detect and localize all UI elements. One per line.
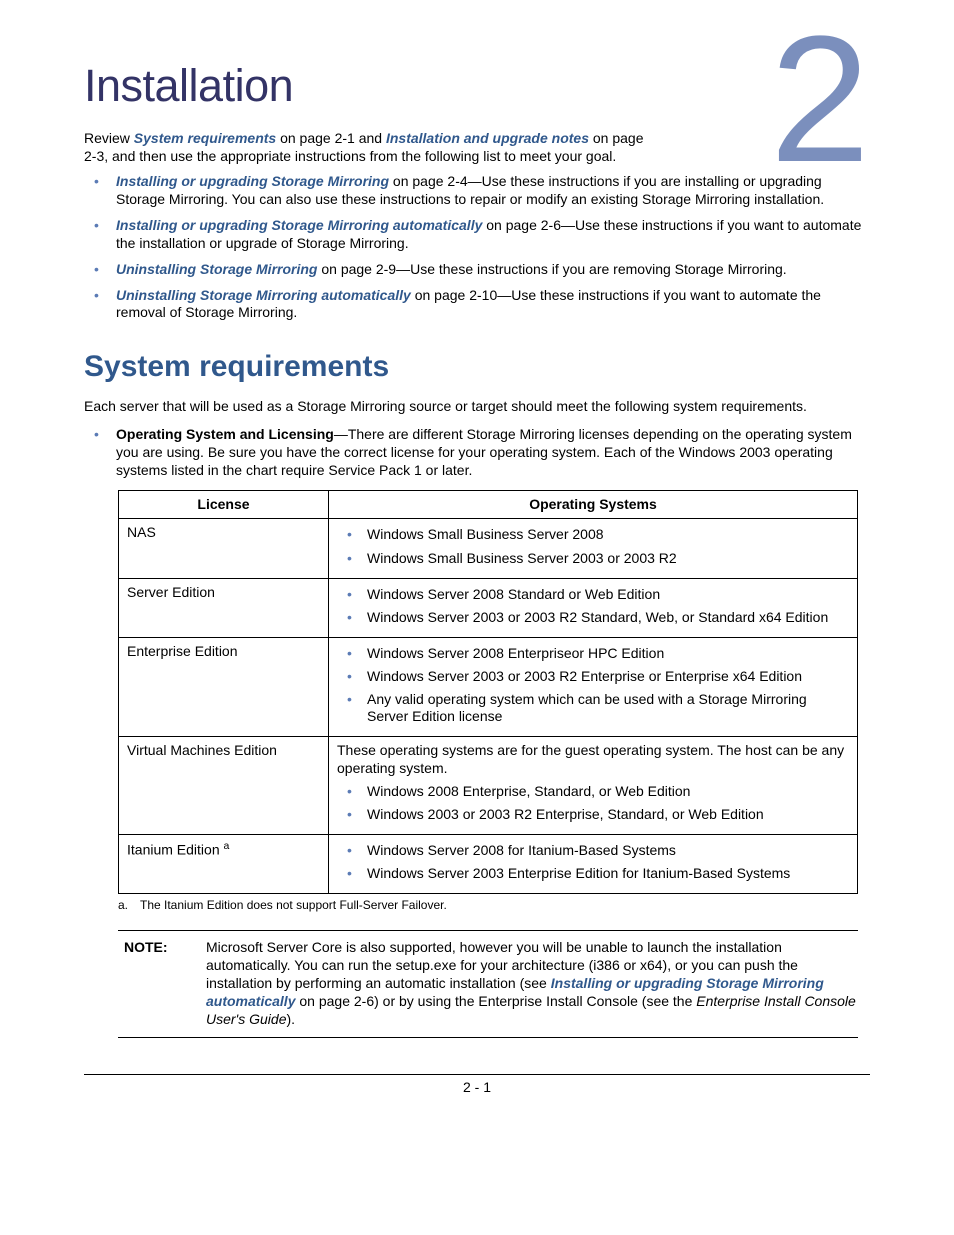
cell-lead-text: These operating systems are for the gues…	[337, 742, 849, 777]
table-header-row: License Operating Systems	[119, 490, 858, 519]
section-intro: Each server that will be used as a Stora…	[84, 398, 870, 416]
requirements-list: Operating System and Licensing—There are…	[84, 426, 870, 480]
os-list: Windows Server 2008 for Itanium-Based Sy…	[337, 842, 849, 882]
toc-item-uninstall-auto: Uninstalling Storage Mirroring automatic…	[84, 287, 870, 323]
footnote-mark: a	[224, 840, 230, 852]
req-os-licensing: Operating System and Licensing—There are…	[84, 426, 870, 480]
intro-paragraph: Review System requirements on page 2-1 a…	[84, 130, 644, 165]
col-os: Operating Systems	[329, 490, 858, 519]
toc-item-install: Installing or upgrading Storage Mirrorin…	[84, 173, 870, 209]
toc-item-uninstall: Uninstalling Storage Mirroring on page 2…	[84, 261, 870, 279]
page-number: 2 - 1	[84, 1079, 870, 1095]
table-row: Itanium Edition a Windows Server 2008 fo…	[119, 835, 858, 894]
req-lead: Operating System and Licensing	[116, 426, 334, 442]
link-system-requirements[interactable]: System requirements	[134, 130, 276, 146]
os-list: Windows Small Business Server 2008 Windo…	[337, 526, 849, 566]
os-item: Windows Small Business Server 2003 or 20…	[337, 550, 849, 567]
cell-license: NAS	[119, 519, 329, 578]
footnote-letter: a.	[118, 898, 140, 912]
toc-item-install-auto: Installing or upgrading Storage Mirrorin…	[84, 217, 870, 253]
os-item: Windows Server 2008 for Itanium-Based Sy…	[337, 842, 849, 859]
os-item: Any valid operating system which can be …	[337, 691, 849, 725]
cell-os: Windows Small Business Server 2008 Windo…	[329, 519, 858, 578]
cell-license: Virtual Machines Edition	[119, 737, 329, 835]
link-uninstall[interactable]: Uninstalling Storage Mirroring	[116, 261, 317, 277]
table-row: Server Edition Windows Server 2008 Stand…	[119, 578, 858, 637]
os-item: Windows Server 2008 Standard or Web Edit…	[337, 586, 849, 603]
table-row: NAS Windows Small Business Server 2008 W…	[119, 519, 858, 578]
link-uninstall-auto[interactable]: Uninstalling Storage Mirroring automatic…	[116, 287, 411, 303]
os-list: Windows 2008 Enterprise, Standard, or We…	[337, 783, 849, 823]
os-table: License Operating Systems NAS Windows Sm…	[118, 490, 858, 894]
toc-list: Installing or upgrading Storage Mirrorin…	[84, 173, 870, 322]
cell-os: Windows Server 2008 for Itanium-Based Sy…	[329, 835, 858, 894]
cell-license: Server Edition	[119, 578, 329, 637]
cell-os: Windows Server 2008 Standard or Web Edit…	[329, 578, 858, 637]
os-item: Windows Server 2008 Enterpriseor HPC Edi…	[337, 645, 849, 662]
link-install-upgrade-notes[interactable]: Installation and upgrade notes	[386, 130, 589, 146]
footer-rule	[84, 1074, 870, 1075]
cell-license: Enterprise Edition	[119, 637, 329, 736]
section-heading-system-requirements: System requirements	[84, 350, 870, 384]
cell-os: These operating systems are for the gues…	[329, 737, 858, 835]
os-item: Windows Server 2003 or 2003 R2 Enterpris…	[337, 668, 849, 685]
os-item: Windows 2003 or 2003 R2 Enterprise, Stan…	[337, 806, 849, 823]
toc-item-text: on page 2-9—Use these instructions if yo…	[317, 261, 786, 277]
page-title: Installation	[84, 60, 870, 112]
os-item: Windows 2008 Enterprise, Standard, or We…	[337, 783, 849, 800]
table-row: Virtual Machines Edition These operating…	[119, 737, 858, 835]
table-row: Enterprise Edition Windows Server 2008 E…	[119, 637, 858, 736]
note-block: NOTE: Microsoft Server Core is also supp…	[118, 930, 858, 1038]
os-list: Windows Server 2008 Standard or Web Edit…	[337, 586, 849, 626]
note-text-2: on page 2-6) or by using the Enterprise …	[295, 993, 696, 1009]
link-install-auto[interactable]: Installing or upgrading Storage Mirrorin…	[116, 217, 482, 233]
table-footnote: a.The Itanium Edition does not support F…	[118, 898, 858, 912]
note-text-3: ).	[286, 1011, 295, 1027]
footnote-text: The Itanium Edition does not support Ful…	[140, 898, 447, 912]
os-item: Windows Server 2003 Enterprise Edition f…	[337, 865, 849, 882]
intro-text-2: on page 2-1 and	[276, 130, 386, 146]
license-name: Itanium Edition	[127, 842, 224, 858]
os-list: Windows Server 2008 Enterpriseor HPC Edi…	[337, 645, 849, 725]
cell-os: Windows Server 2008 Enterpriseor HPC Edi…	[329, 637, 858, 736]
os-item: Windows Small Business Server 2008	[337, 526, 849, 543]
note-body: Microsoft Server Core is also supported,…	[206, 939, 858, 1029]
note-label: NOTE:	[118, 939, 206, 1029]
col-license: License	[119, 490, 329, 519]
intro-text-1: Review	[84, 130, 134, 146]
link-install-upgrade[interactable]: Installing or upgrading Storage Mirrorin…	[116, 173, 389, 189]
cell-license: Itanium Edition a	[119, 835, 329, 894]
os-item: Windows Server 2003 or 2003 R2 Standard,…	[337, 609, 849, 626]
